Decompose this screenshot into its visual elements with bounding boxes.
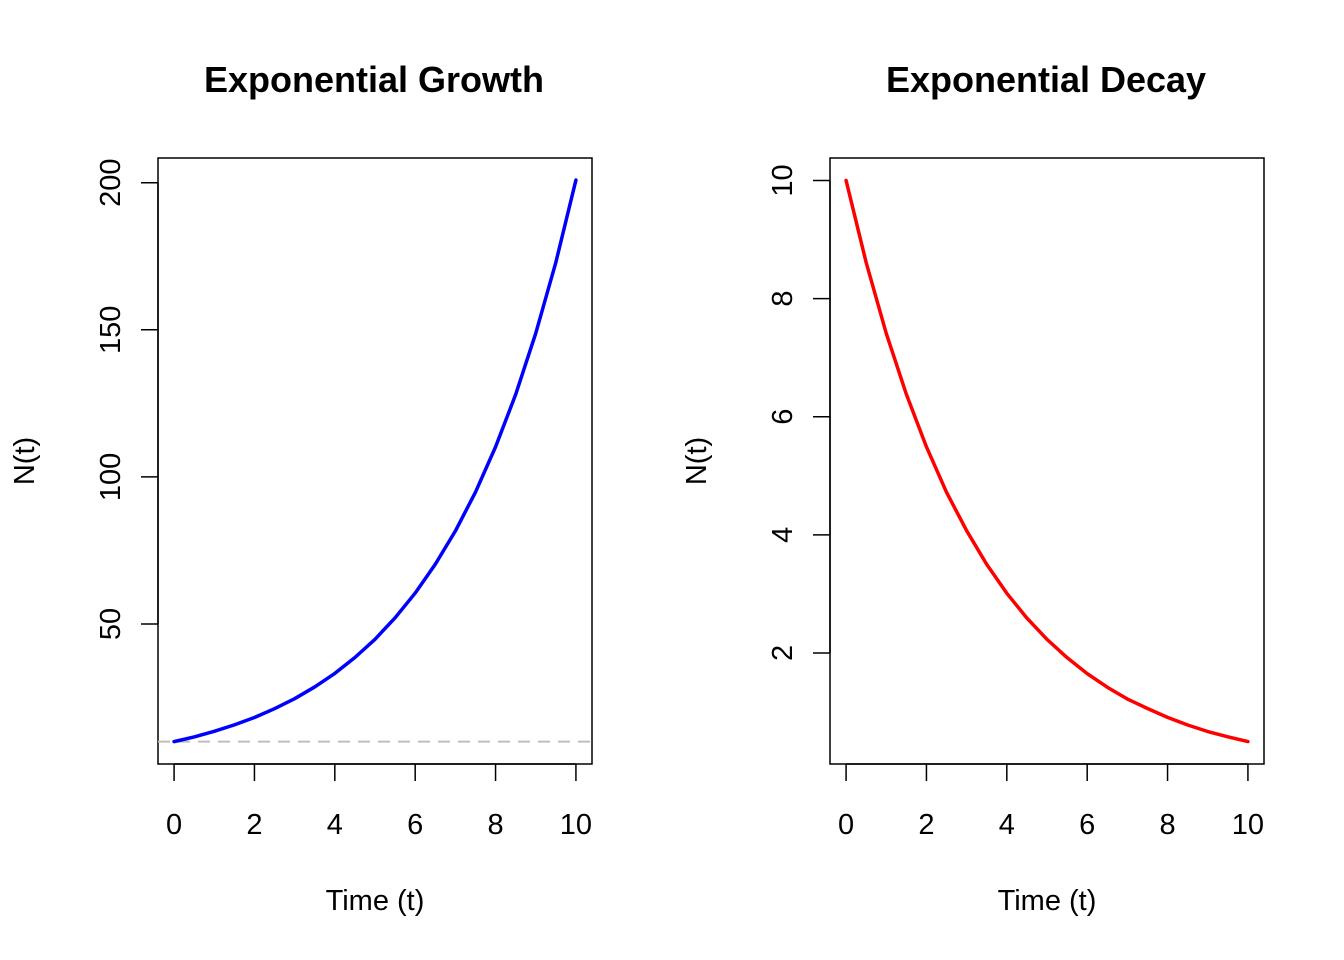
- y-tick-label: 100: [95, 453, 127, 501]
- x-tick-label: 4: [327, 809, 343, 841]
- growth-panel: Exponential Growth 0 2 4 6 8 10 50 100 150 200 T…: [9, 59, 593, 917]
- y-tick-label: 4: [767, 527, 799, 543]
- plot-frame: [157, 157, 593, 765]
- y-tick-label: 50: [95, 608, 127, 640]
- x-tick-label: 2: [246, 809, 262, 841]
- x-axis-label: Time (t): [326, 885, 425, 917]
- x-tick-label: 2: [918, 809, 934, 841]
- y-axis: 50 100 150 200: [95, 159, 159, 640]
- x-tick-label: 0: [166, 809, 182, 841]
- x-tick-label: 6: [1079, 809, 1095, 841]
- series-line: [844, 178, 1250, 744]
- y-tick-label: 10: [767, 164, 799, 196]
- x-tick-label: 8: [487, 809, 503, 841]
- y-axis: 2 4 6 8 10: [767, 164, 831, 661]
- x-tick-label: 10: [1232, 809, 1264, 841]
- series-line: [172, 178, 578, 744]
- x-tick-label: 8: [1159, 809, 1175, 841]
- series-group: [172, 178, 578, 744]
- y-tick-label: 6: [767, 409, 799, 425]
- y-tick-label: 200: [95, 159, 127, 207]
- y-axis-label: N(t): [9, 437, 41, 485]
- y-tick-label: 150: [95, 306, 127, 354]
- x-tick-label: 10: [560, 809, 592, 841]
- x-axis: 0 2 4 6 8 10: [166, 763, 592, 841]
- plot-frame: [829, 157, 1265, 765]
- chart-title: Exponential Growth: [204, 59, 544, 100]
- y-tick-label: 2: [767, 645, 799, 661]
- x-tick-label: 6: [407, 809, 423, 841]
- x-axis: 0 2 4 6 8 10: [838, 763, 1264, 841]
- x-tick-label: 4: [999, 809, 1015, 841]
- decay-panel: Exponential Decay 0 2 4 6 8 10 2 4 6 8 10 Time (t…: [681, 59, 1265, 917]
- y-tick-label: 8: [767, 291, 799, 307]
- x-tick-label: 0: [838, 809, 854, 841]
- series-group: [844, 178, 1250, 744]
- y-axis-label: N(t): [681, 437, 713, 485]
- chart-title: Exponential Decay: [886, 59, 1206, 100]
- x-axis-label: Time (t): [998, 885, 1097, 917]
